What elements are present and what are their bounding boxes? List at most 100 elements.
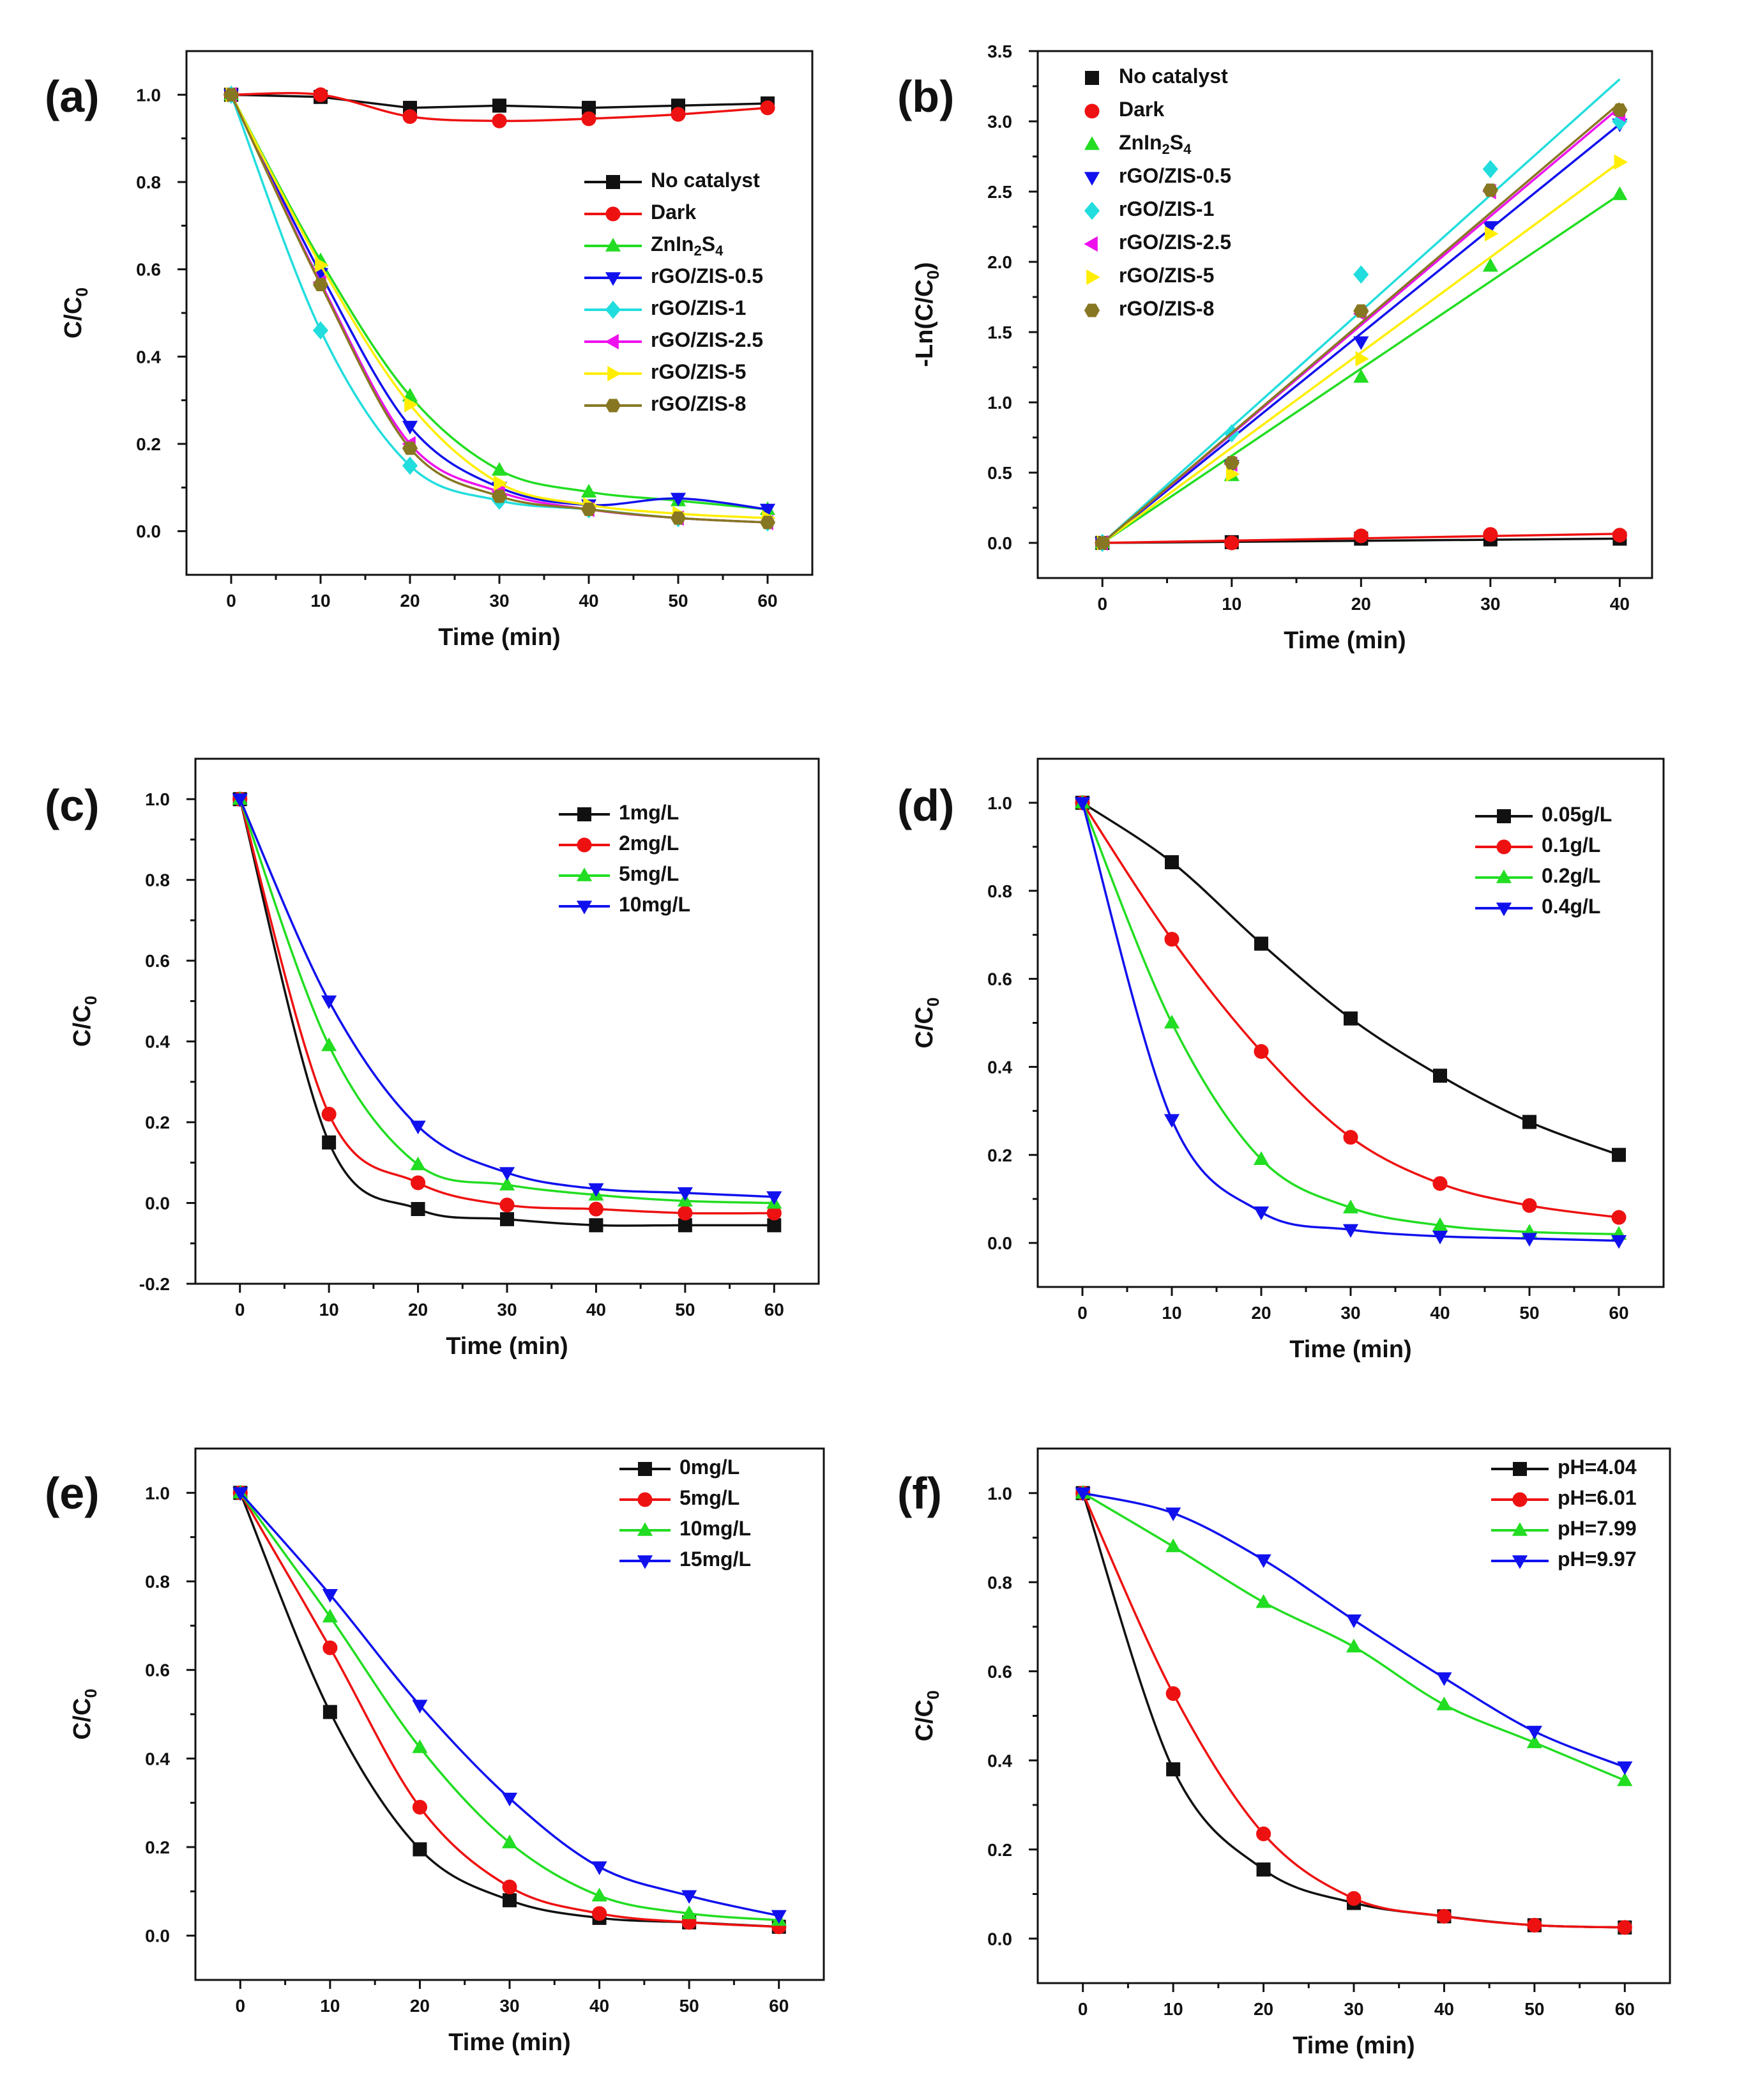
- y-tick-label: 0.6: [145, 1661, 170, 1680]
- data-point: [678, 1205, 693, 1221]
- legend-marker: [1086, 269, 1100, 285]
- legend-entry: 0.4g/L: [1475, 895, 1600, 918]
- x-axis-title: Time (min): [438, 624, 560, 651]
- data-point: [499, 1167, 515, 1181]
- y-tick-label: 0.6: [136, 260, 161, 280]
- legend-entry: No catalyst: [1085, 65, 1228, 88]
- x-tick-label: 20: [1351, 594, 1371, 614]
- y-tick-label: 0.2: [145, 1838, 170, 1857]
- legend-label: 10mg/L: [679, 1517, 751, 1540]
- data-point: [501, 1834, 518, 1848]
- legend-label: rGO/ZIS-0.5: [651, 264, 763, 287]
- x-tick-label: 10: [1222, 594, 1241, 614]
- x-tick-label: 50: [1519, 1303, 1539, 1323]
- data-point: [1346, 1614, 1362, 1629]
- series-no-catalyst: [224, 88, 775, 115]
- data-point: [681, 1905, 697, 1919]
- data-point: [1617, 1772, 1633, 1786]
- y-tick-label: 0.0: [987, 1233, 1012, 1253]
- data-point: [1482, 257, 1498, 272]
- data-point: [677, 1187, 693, 1201]
- y-tick-label: 1.0: [987, 1484, 1012, 1503]
- legend-marker: [1497, 809, 1511, 823]
- series-2mg-l: [232, 791, 782, 1221]
- y-tick-label: 0.2: [145, 1113, 170, 1132]
- legend-label: rGO/ZIS-8: [651, 392, 746, 415]
- data-point: [1353, 528, 1369, 544]
- x-tick-label: 10: [319, 1300, 339, 1320]
- panel-label: (c): [45, 780, 100, 830]
- y-tick-label: 0.2: [987, 1145, 1012, 1165]
- data-point: [1166, 1762, 1181, 1777]
- legend-label: 10mg/L: [619, 893, 690, 916]
- legend-marker: [605, 300, 621, 319]
- legend-marker: [1512, 1492, 1528, 1507]
- y-tick-label: 3.5: [987, 42, 1012, 61]
- x-tick-label: 40: [1610, 594, 1630, 614]
- data-point: [501, 1792, 518, 1807]
- data-point: [681, 1890, 697, 1904]
- series-curve: [239, 798, 775, 1215]
- y-tick-label: 1.0: [987, 393, 1012, 413]
- y-tick-label: 0.6: [987, 1662, 1012, 1682]
- series-rgo-zis-8: [223, 88, 776, 529]
- legend-label: 5mg/L: [619, 862, 679, 885]
- fit-line: [1102, 193, 1621, 544]
- data-point: [1482, 183, 1498, 197]
- data-point: [499, 1198, 515, 1213]
- legend-marker: [605, 399, 621, 413]
- data-point: [1432, 1176, 1448, 1191]
- data-point: [502, 1879, 517, 1894]
- series-15mg-l: [232, 1487, 787, 1924]
- fit-line: [1102, 123, 1621, 544]
- y-tick-label: 0.2: [136, 434, 161, 454]
- data-point: [670, 511, 686, 525]
- legend-entry: 0.2g/L: [1475, 864, 1600, 887]
- y-axis-title: -Ln(C/C0): [911, 262, 943, 367]
- x-tick-label: 60: [1615, 1999, 1635, 2019]
- fit-line: [1102, 102, 1621, 544]
- x-tick-label: 10: [1162, 1303, 1181, 1323]
- data-point: [1164, 932, 1179, 947]
- x-tick-label: 0: [235, 1996, 245, 2016]
- legend-marker: [577, 807, 591, 821]
- y-tick-label: 0.8: [145, 1572, 170, 1592]
- data-point: [1527, 1917, 1542, 1933]
- x-tick-label: 30: [489, 591, 509, 611]
- data-point: [1254, 936, 1268, 951]
- legend-label: Dark: [1119, 98, 1164, 121]
- series-curve: [239, 1492, 779, 1922]
- series-0.1g-l: [1075, 795, 1627, 1225]
- legend-marker: [576, 901, 593, 915]
- legend-marker: [1084, 172, 1100, 186]
- data-point: [1612, 528, 1627, 543]
- data-point: [491, 489, 508, 503]
- data-point: [1614, 154, 1628, 170]
- legend-entry: rGO/ZIS-8: [584, 392, 746, 415]
- y-tick-label: 0.0: [145, 1194, 170, 1214]
- data-point: [322, 1640, 338, 1655]
- x-tick-label: 30: [499, 1996, 519, 2016]
- x-tick-label: 0: [226, 591, 236, 611]
- legend-entry: rGO/ZIS-1: [1084, 197, 1214, 220]
- legend-marker: [1084, 201, 1100, 220]
- data-point: [402, 441, 418, 455]
- series-curve: [1082, 1493, 1625, 1929]
- data-point: [1482, 221, 1498, 235]
- x-tick-label: 20: [1254, 1999, 1273, 2019]
- legend-label: rGO/ZIS-5: [651, 360, 746, 383]
- y-tick-label: 1.5: [987, 323, 1012, 342]
- series-curve: [1082, 1492, 1625, 1769]
- legend-marker: [1496, 869, 1512, 883]
- y-tick-label: 3.0: [987, 112, 1012, 132]
- y-tick-label: 1.0: [145, 789, 170, 809]
- data-point: [1483, 527, 1498, 542]
- data-point: [1343, 1130, 1358, 1145]
- data-point: [760, 100, 775, 116]
- legend-marker: [638, 1462, 652, 1476]
- y-tick-label: 0.0: [136, 522, 161, 542]
- series-curve: [1082, 1493, 1625, 1929]
- legend-entry: ZnIn2S4: [584, 232, 724, 259]
- y-tick-label: 0.8: [145, 871, 170, 890]
